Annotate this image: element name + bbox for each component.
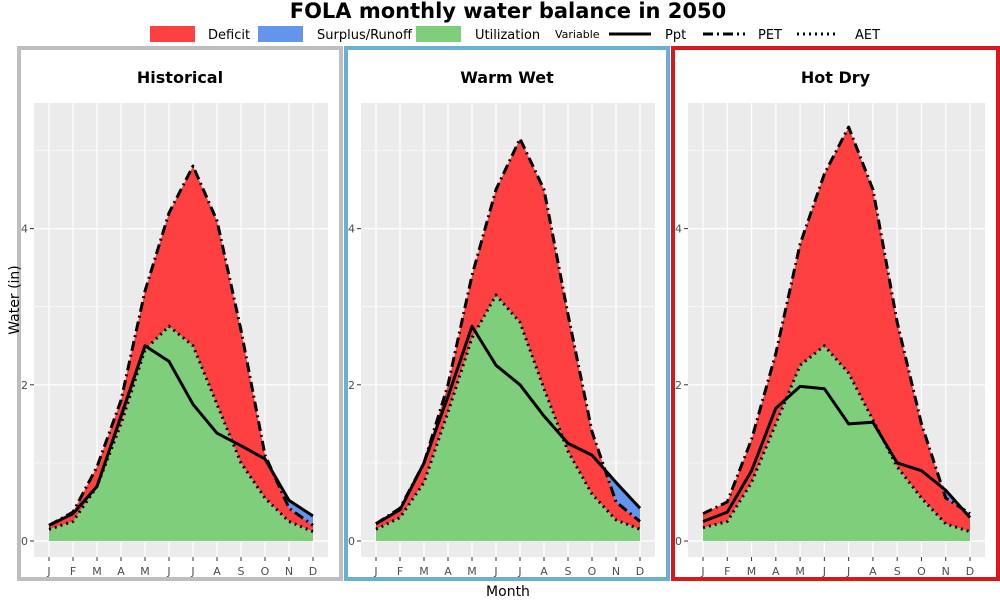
panel: Historical 0 2 4 J F M A M J J A S O N D <box>17 46 343 581</box>
x-tick-label: S <box>238 565 245 578</box>
x-tick-label: J <box>517 565 521 578</box>
panel: Warm Wet 0 2 4 J F M A M J J A S O N D <box>344 46 670 581</box>
x-tick-label: A <box>444 565 452 578</box>
x-tick-label: N <box>285 565 293 578</box>
x-tick-label: D <box>966 565 974 578</box>
x-tick-label: O <box>588 565 597 578</box>
series-line-aet <box>702 344 971 534</box>
legend-label: Ppt <box>665 28 686 43</box>
y-tick-label: 0 <box>348 535 355 548</box>
panel-border <box>17 46 343 581</box>
x-tick-label: M <box>140 565 150 578</box>
y-tick-label: 4 <box>348 223 355 236</box>
series-line-ppt <box>375 324 642 526</box>
series-line-aet <box>375 293 641 531</box>
x-tick-label: J <box>373 565 377 578</box>
y-tick-label: 0 <box>675 535 682 548</box>
panel-title: Hot Dry <box>801 68 871 87</box>
x-tick-label: M <box>747 565 757 578</box>
x-tick-label: A <box>772 565 780 578</box>
x-tick-label: N <box>942 565 950 578</box>
legend-label: PET <box>758 28 782 43</box>
surplus-area <box>616 482 640 522</box>
x-tick-label: S <box>565 565 572 578</box>
surplus-area <box>289 500 313 526</box>
x-tick-label: N <box>612 565 620 578</box>
legend-label: Surplus/Runoff <box>317 28 413 43</box>
x-tick-label: J <box>46 565 50 578</box>
x-tick-label: J <box>493 565 497 578</box>
y-tick-label: 4 <box>21 223 28 236</box>
panels: Historical 0 2 4 J F M A M J J A S O N D Warm Wet 0 2 4 J F M A… <box>17 46 1000 581</box>
x-tick-label: F <box>724 565 730 578</box>
panel-title: Historical <box>137 68 223 87</box>
y-tick-label: 0 <box>21 535 28 548</box>
y-axis-label: Water (in) <box>7 265 23 335</box>
x-tick-label: A <box>213 565 221 578</box>
y-tick-label: 2 <box>675 379 682 392</box>
series-line-pet <box>702 125 971 516</box>
utilization-area <box>376 294 640 541</box>
x-tick-label: M <box>795 565 805 578</box>
x-tick-label: D <box>636 565 644 578</box>
legend-label: Utilization <box>475 28 540 43</box>
deficit-area <box>49 166 313 532</box>
surplus-area <box>605 470 616 502</box>
x-tick-label: J <box>166 565 170 578</box>
y-tick-label: 4 <box>675 223 682 236</box>
panel: Hot Dry 0 2 4 J F M A M J J A S O N D <box>671 46 1000 581</box>
x-tick-label: O <box>917 565 926 578</box>
legend-label: Deficit <box>208 28 250 43</box>
utilization-area <box>49 326 313 541</box>
panel-title: Warm Wet <box>460 68 554 87</box>
utilization-area <box>703 345 970 541</box>
x-axis-label: Month <box>486 584 530 600</box>
x-tick-label: M <box>92 565 102 578</box>
legend-swatch <box>416 26 461 42</box>
legend: Deficit Surplus/Runoff Utilization Variable… <box>150 26 880 43</box>
x-tick-label: M <box>467 565 477 578</box>
series-line-pet <box>375 137 641 526</box>
legend-label: AET <box>855 28 880 43</box>
x-tick-label: J <box>822 565 826 578</box>
y-tick-label: 2 <box>21 379 28 392</box>
series-line-ppt <box>702 384 972 523</box>
x-tick-label: J <box>846 565 850 578</box>
x-tick-label: A <box>117 565 125 578</box>
x-tick-label: O <box>261 565 270 578</box>
x-tick-label: F <box>70 565 76 578</box>
x-tick-label: F <box>397 565 403 578</box>
deficit-area <box>703 127 970 532</box>
x-tick-label: S <box>894 565 901 578</box>
x-tick-label: A <box>540 565 548 578</box>
deficit-area <box>376 138 640 530</box>
series-line-ppt <box>48 344 314 527</box>
panel-border <box>671 46 1000 581</box>
y-tick-label: 2 <box>348 379 355 392</box>
legend-swatch <box>258 26 303 42</box>
legend-variable-title: Variable <box>555 28 600 41</box>
legend-swatch <box>150 26 195 42</box>
x-tick-label: A <box>869 565 877 578</box>
x-tick-label: M <box>419 565 429 578</box>
x-tick-label: D <box>309 565 317 578</box>
x-tick-label: J <box>700 565 704 578</box>
chart-title: FOLA monthly water balance in 2050 <box>290 0 727 23</box>
panel-border <box>344 46 670 581</box>
x-tick-label: J <box>190 565 194 578</box>
